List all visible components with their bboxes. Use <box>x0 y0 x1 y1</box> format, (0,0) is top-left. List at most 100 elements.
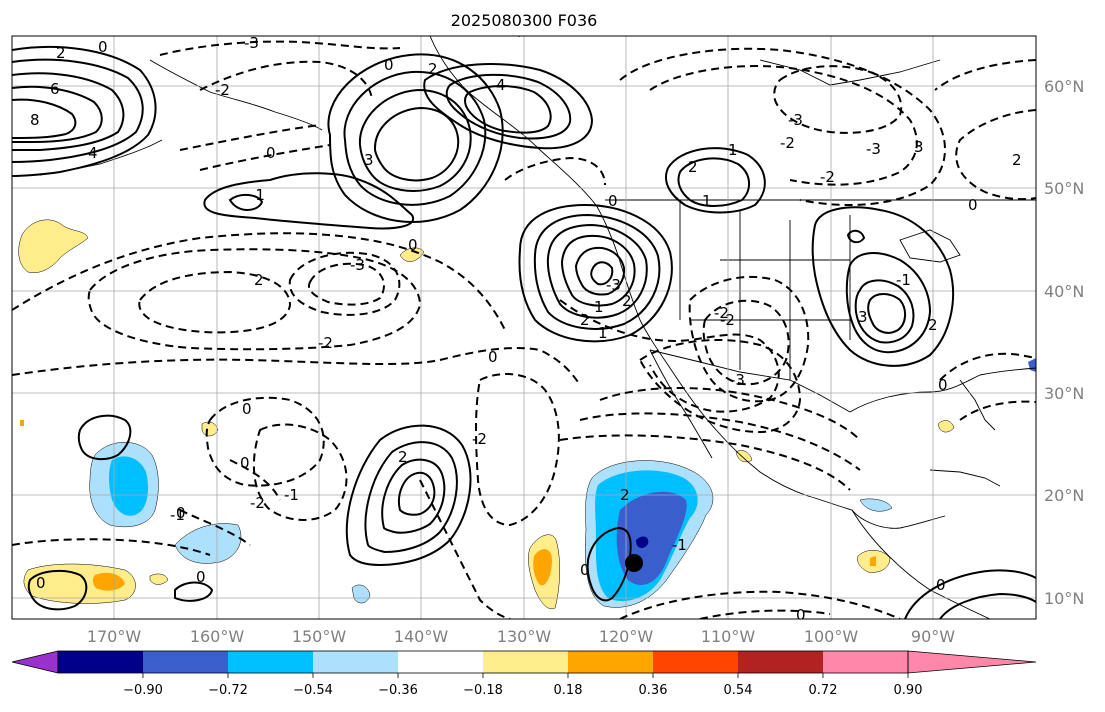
contour-line <box>229 459 281 501</box>
lon-label: 90°W <box>911 627 955 646</box>
contour-label: 8 <box>30 111 40 129</box>
colorbar-tick-label: 0.90 <box>894 683 923 698</box>
gulf-coast <box>849 367 1036 413</box>
lon-label: 100°W <box>804 627 859 646</box>
bc-coast <box>429 36 853 511</box>
contour-label: 2 <box>254 271 264 289</box>
contour-line <box>959 400 1036 421</box>
contour-label: -2 <box>720 311 735 329</box>
contour-line <box>464 85 552 134</box>
contour-label: -1 <box>672 536 687 554</box>
yucatan <box>851 509 946 529</box>
lat-label: 10°N <box>1044 589 1084 608</box>
contour-line <box>475 373 560 527</box>
contour-label: 0 <box>98 38 108 56</box>
contour-line <box>199 144 331 171</box>
colorbar-segment <box>823 651 908 673</box>
positive-anomaly-blob <box>18 219 89 273</box>
contour-line <box>699 609 831 619</box>
contour-line <box>504 156 606 186</box>
colorbar-tick-label: −0.54 <box>293 683 333 698</box>
contour-label: -3 <box>350 256 365 274</box>
contour-line <box>12 45 157 177</box>
contour-line <box>590 261 614 286</box>
positive-anomaly-core <box>533 549 552 586</box>
chart-title: 2025080300 F036 <box>451 11 598 30</box>
contour-line <box>638 339 802 434</box>
positive-anomaly-blob <box>399 247 425 262</box>
contour-label: -1 <box>284 486 299 504</box>
contour-line <box>419 479 511 619</box>
colorbar-tick-label: 0.18 <box>554 683 583 698</box>
contour-label: 0 <box>36 574 46 592</box>
contour-line <box>702 299 790 386</box>
great-lakes <box>899 229 961 263</box>
contour-line <box>599 387 861 441</box>
negative-anomaly-core <box>636 536 649 549</box>
contour-line <box>12 98 77 139</box>
contour-line <box>179 509 251 546</box>
contour-line <box>854 279 915 344</box>
contour-line <box>560 234 636 307</box>
contour-label: 0 <box>266 144 276 162</box>
contour-line <box>398 471 436 516</box>
contour-label: 0 <box>240 454 250 472</box>
negative-anomaly-blob <box>859 498 893 512</box>
contour-line <box>174 581 214 602</box>
contour-label: 4 <box>88 144 98 162</box>
contour-label: -1 <box>250 186 265 204</box>
storm-center-marker <box>625 554 643 572</box>
colorbar-extend-left <box>11 650 59 674</box>
colorbar-tick-label: −0.36 <box>378 683 418 698</box>
lon-label: 140°W <box>394 627 449 646</box>
contour-label: 0 <box>384 56 394 74</box>
coastlines <box>39 36 1036 619</box>
contour-line <box>358 88 472 192</box>
contour-line <box>579 412 861 471</box>
contour-label: 1 <box>594 298 604 316</box>
colorbar-segment <box>653 651 738 673</box>
contour-label: 1 <box>702 192 712 210</box>
contour-label: 1 <box>598 324 608 342</box>
contour-label: 2 <box>1012 151 1022 169</box>
contour-label: 0 <box>408 236 418 254</box>
longitude-labels: 170°W 160°W 150°W 140°W 130°W 120°W 110°… <box>87 627 955 646</box>
positive-contours <box>12 45 1036 619</box>
contour-line <box>619 47 946 206</box>
colorbar: −0.90 −0.72 −0.54 −0.36 −0.18 0.18 0.36 … <box>11 650 1037 698</box>
contour-line <box>27 569 88 611</box>
lon-label: 110°W <box>701 627 756 646</box>
negative-anomaly-blob <box>174 523 242 564</box>
colorbar-tick-label: 0.72 <box>809 683 838 698</box>
contour-label: 0 <box>488 348 498 366</box>
contour-label: 3 <box>364 151 374 169</box>
contour-line <box>867 293 906 334</box>
alaska-coast <box>149 59 323 131</box>
lon-label: 170°W <box>87 627 142 646</box>
contour-label: 3 <box>914 138 924 156</box>
map-content: -3 2 0 6 8 4 -2 0 0 2 4 -3 2 3 2 0 -1 1 … <box>12 34 1036 619</box>
contour-line <box>381 458 446 534</box>
contour-line <box>138 270 292 334</box>
lon-label: 120°W <box>599 627 654 646</box>
contour-label: -2 <box>318 334 333 352</box>
lon-label: 150°W <box>292 627 347 646</box>
contour-line <box>939 592 1036 619</box>
contour-label: 0 <box>936 576 946 594</box>
colorbar-tick-label: 0.36 <box>639 683 668 698</box>
contour-line <box>773 65 903 134</box>
contour-line <box>252 423 348 521</box>
contour-label: 2 <box>398 448 408 466</box>
contour-line <box>179 124 321 151</box>
lon-label: 160°W <box>190 627 245 646</box>
contour-line <box>846 229 866 244</box>
contour-label: 2 <box>620 486 630 504</box>
contour-label: -3 <box>244 34 259 52</box>
contour-line <box>12 538 211 556</box>
lat-label: 40°N <box>1044 282 1084 301</box>
colorbar-segment <box>568 651 653 673</box>
colorbar-segment <box>228 651 313 673</box>
colorbar-segment <box>483 651 568 673</box>
graticule <box>12 36 1036 619</box>
